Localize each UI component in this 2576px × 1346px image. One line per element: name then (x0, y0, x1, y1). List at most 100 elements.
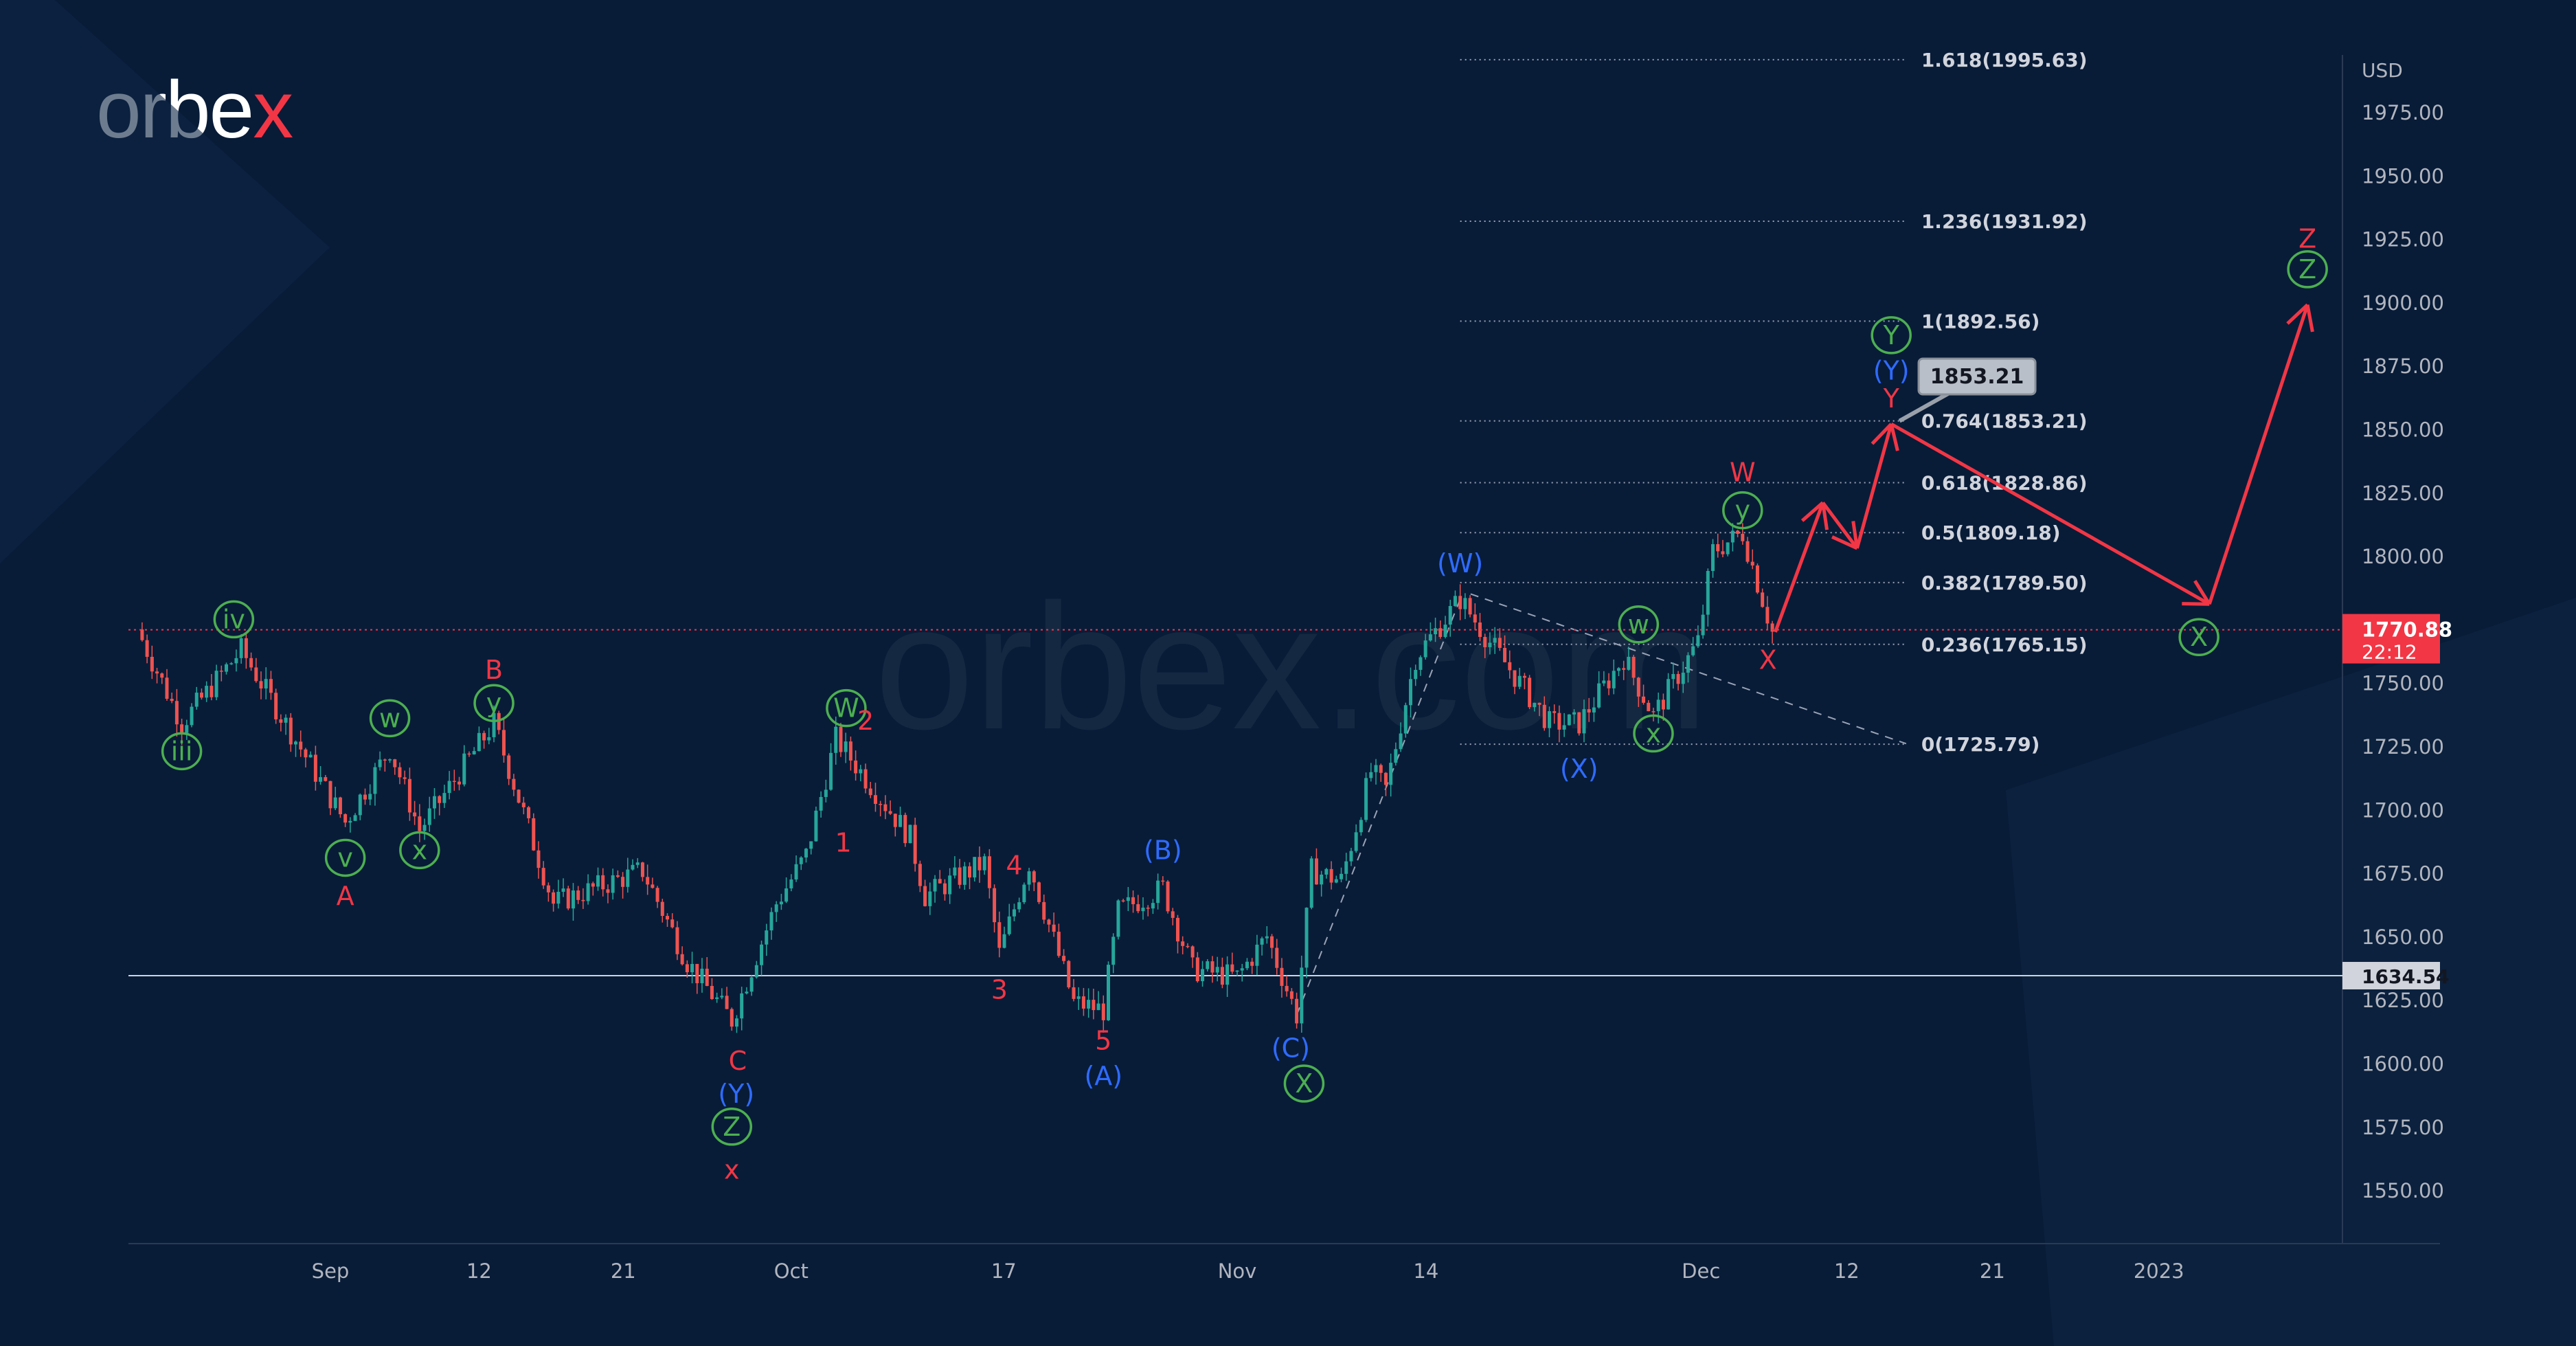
candle (586, 883, 590, 901)
target-callout-text: 1853.21 (1930, 365, 2024, 389)
candle (1126, 897, 1130, 901)
y-tick-label: 1825.00 (2362, 482, 2444, 505)
candle (1017, 902, 1021, 910)
candle (328, 781, 332, 809)
candle (432, 796, 436, 809)
candle (501, 730, 506, 756)
candle (1394, 749, 1398, 763)
candle (1681, 673, 1685, 684)
arrowhead-icon (1821, 502, 1829, 530)
wave-label-circle (1633, 714, 1674, 753)
candle (225, 664, 229, 672)
candle (571, 890, 575, 909)
candle (987, 856, 991, 888)
x-tick-label: Dec (1682, 1259, 1720, 1283)
wave-label-circle (369, 699, 411, 738)
candle (615, 875, 620, 877)
candle (1270, 936, 1274, 948)
candle (313, 754, 317, 782)
candle (1716, 543, 1720, 552)
candle (1206, 961, 1210, 969)
candle (666, 916, 670, 920)
candle (259, 681, 263, 689)
wave-label-circle (324, 838, 366, 877)
candle (1314, 858, 1318, 885)
candle (1022, 884, 1026, 903)
candle (1344, 861, 1348, 874)
candle (968, 866, 972, 878)
candle (675, 927, 679, 954)
candle (863, 769, 868, 789)
candle (1161, 880, 1165, 882)
candle (1012, 909, 1016, 917)
candle (1265, 936, 1269, 939)
candle (1701, 614, 1705, 636)
candle (418, 816, 422, 831)
wave-label: Z (2298, 224, 2316, 254)
candle (794, 864, 798, 879)
candle (1517, 675, 1522, 687)
background-shape (2006, 598, 2576, 1346)
candle (1121, 900, 1125, 902)
y-tick-label: 1625.00 (2362, 989, 2444, 1012)
candle (1488, 642, 1492, 647)
candle (591, 883, 595, 887)
arrowhead-icon (2305, 304, 2314, 333)
y-tick-label: 1950.00 (2362, 164, 2444, 188)
candle (868, 788, 872, 796)
candle (1042, 901, 1046, 920)
candle (527, 807, 531, 818)
candle (1676, 674, 1680, 684)
wave-label-circle (1283, 1064, 1325, 1103)
wave-label: Z (723, 1112, 741, 1142)
x-tick-label: 21 (611, 1259, 636, 1283)
candle (1577, 712, 1581, 734)
background-shape (0, 0, 330, 563)
candle (477, 732, 481, 752)
candle (1651, 711, 1656, 713)
x-tick-label: 12 (466, 1259, 492, 1283)
candle (1671, 674, 1675, 680)
candle (1721, 551, 1725, 554)
candle (854, 760, 858, 774)
candle (1597, 683, 1601, 708)
arrowhead-icon (2182, 602, 2210, 606)
arrowhead-icon (2193, 579, 2211, 605)
candle (1631, 656, 1636, 678)
candle (873, 795, 877, 805)
candle (596, 875, 600, 887)
candle (903, 815, 907, 844)
candle (1434, 628, 1438, 635)
candle (1146, 908, 1150, 909)
candle (913, 825, 917, 864)
candle (536, 850, 541, 868)
candle (765, 930, 769, 945)
arrowhead-icon (1851, 521, 1859, 549)
candle (556, 891, 561, 904)
candle (1414, 669, 1418, 680)
candle (1240, 968, 1244, 971)
candle (1275, 947, 1279, 968)
candle (552, 892, 556, 904)
candle (1037, 882, 1041, 902)
candle (834, 726, 838, 753)
candle (1602, 680, 1606, 684)
candle (294, 741, 298, 745)
wave-label: (Y) (1873, 356, 1910, 386)
candle (1295, 998, 1299, 1024)
arrowhead-icon (1889, 423, 1899, 451)
candle (784, 888, 789, 902)
candle (1374, 765, 1378, 772)
candle (289, 717, 293, 745)
candle (1359, 820, 1363, 833)
candle (199, 693, 203, 698)
candle (343, 814, 348, 823)
fib-level-label: 0.618(1828.86) (1921, 472, 2088, 495)
candle (1463, 598, 1467, 609)
candle (799, 857, 803, 864)
candle (640, 862, 644, 877)
wave-label: (C) (1272, 1033, 1310, 1063)
candle (1537, 702, 1541, 705)
candle (1289, 991, 1293, 999)
